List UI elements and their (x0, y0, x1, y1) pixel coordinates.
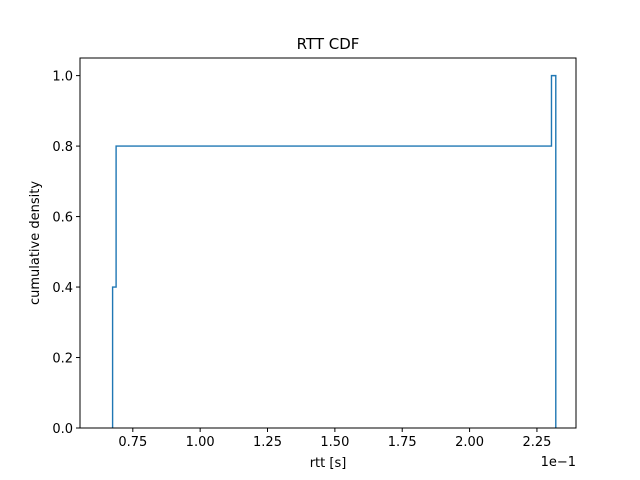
chart-title: RTT CDF (297, 35, 360, 53)
x-axis-scale-factor: 1e−1 (541, 455, 576, 470)
y-tick-label: 1.0 (52, 70, 73, 85)
x-axis-label: rtt [s] (310, 456, 347, 471)
y-tick-label: 0.8 (52, 140, 73, 155)
x-tick-label: 1.50 (320, 435, 349, 450)
y-tick-label: 0.0 (52, 422, 73, 437)
x-tick-label: 1.75 (388, 435, 417, 450)
x-tick-label: 1.25 (253, 435, 282, 450)
y-tick-label: 0.2 (52, 352, 73, 367)
y-axis-label: cumulative density (28, 181, 43, 305)
x-tick-label: 2.25 (522, 435, 551, 450)
y-axis-ticks: 0.0 0.2 0.4 0.6 0.8 1.0 (52, 70, 80, 437)
axes-frame (79, 57, 577, 429)
cdf-step-line (111, 74, 557, 428)
plot-area (111, 74, 557, 428)
x-tick-label: 0.75 (118, 435, 147, 450)
y-tick-label: 0.4 (52, 281, 73, 296)
x-tick-label: 1.00 (186, 435, 215, 450)
y-tick-label: 0.6 (52, 211, 73, 226)
x-tick-label: 2.00 (455, 435, 484, 450)
x-axis-ticks: 0.75 1.00 1.25 1.50 1.75 2.00 2.25 (118, 428, 551, 450)
